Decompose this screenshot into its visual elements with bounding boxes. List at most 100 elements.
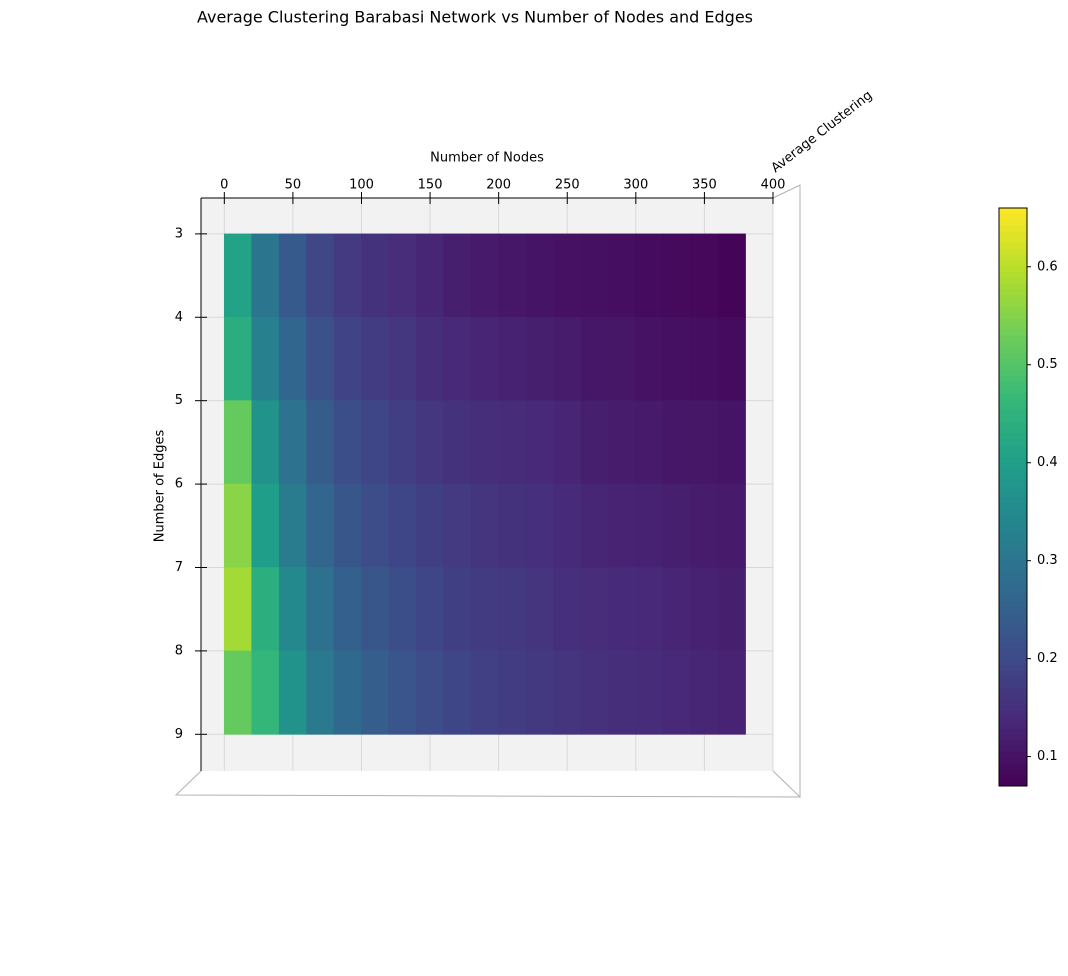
colorbar-swatch bbox=[999, 479, 1027, 486]
surface-cell bbox=[278, 567, 307, 652]
chart-title: Average Clustering Barabasi Network vs N… bbox=[197, 8, 753, 27]
surface-cell bbox=[608, 316, 637, 401]
colorbar-swatch bbox=[999, 416, 1027, 423]
colorbar-swatch bbox=[999, 231, 1027, 238]
surface-cell bbox=[470, 316, 499, 401]
surface-cell bbox=[224, 316, 253, 401]
colorbar-swatch bbox=[999, 739, 1027, 747]
colorbar-swatch bbox=[999, 404, 1027, 411]
surface-cell bbox=[251, 316, 280, 401]
colorbar-swatch bbox=[999, 300, 1027, 307]
surface-cell bbox=[470, 233, 499, 318]
colorbar-swatch bbox=[999, 491, 1027, 498]
surface-cell bbox=[278, 400, 307, 485]
colorbar-swatch bbox=[999, 236, 1027, 244]
surface-cell bbox=[580, 316, 609, 401]
pane-edges bbox=[174, 184, 801, 799]
colorbar-swatch bbox=[999, 676, 1027, 683]
colorbar-swatch bbox=[999, 352, 1027, 359]
colorbar-swatch bbox=[999, 508, 1027, 515]
surface-cell bbox=[662, 650, 691, 735]
surface-cell bbox=[553, 233, 582, 318]
surface-cell bbox=[498, 650, 527, 735]
colorbar-swatch bbox=[999, 653, 1027, 660]
surface-cell bbox=[498, 567, 527, 652]
surface-cell bbox=[416, 650, 445, 735]
surface-cell bbox=[443, 400, 472, 485]
colorbar-swatch bbox=[999, 525, 1027, 533]
surface-cell bbox=[361, 400, 390, 485]
colorbar-swatch bbox=[999, 208, 1027, 215]
colorbar-swatch bbox=[999, 681, 1027, 689]
surface-cell bbox=[635, 316, 664, 401]
colorbar-swatch bbox=[999, 468, 1027, 475]
surface-cell bbox=[333, 567, 362, 652]
surface-cell bbox=[251, 233, 280, 318]
surface-cell bbox=[361, 483, 390, 568]
x-tick-label: 300 bbox=[623, 178, 648, 193]
surface-cell bbox=[306, 483, 335, 568]
colorbar-swatch bbox=[999, 699, 1027, 706]
surface-cell bbox=[224, 567, 253, 652]
colorbar-swatch bbox=[999, 283, 1027, 290]
surface-cell bbox=[443, 650, 472, 735]
surface-cell bbox=[388, 483, 417, 568]
surface-cell bbox=[553, 483, 582, 568]
surface-cell bbox=[416, 400, 445, 485]
surface-cell bbox=[470, 650, 499, 735]
z-axis-label: Average Clustering bbox=[769, 88, 876, 176]
surface-cell bbox=[662, 567, 691, 652]
surface-cell bbox=[580, 400, 609, 485]
colorbar-swatch bbox=[999, 774, 1027, 781]
surface-cell bbox=[251, 567, 280, 652]
colorbar-swatch bbox=[999, 497, 1027, 504]
colorbar-swatch bbox=[999, 485, 1027, 492]
surface-cell bbox=[580, 650, 609, 735]
colorbar-swatch bbox=[999, 369, 1027, 377]
colorbar-swatch bbox=[999, 543, 1027, 550]
colorbar-swatch bbox=[999, 225, 1027, 232]
colorbar-swatch bbox=[999, 560, 1027, 567]
surface-cell bbox=[333, 400, 362, 485]
colorbar-swatch bbox=[999, 595, 1027, 602]
surface-cell bbox=[361, 567, 390, 652]
colorbar-swatch bbox=[999, 710, 1027, 718]
colorbar-swatch bbox=[999, 450, 1027, 458]
surface-cell bbox=[443, 233, 472, 318]
surface-cell bbox=[580, 233, 609, 318]
colorbar-swatch bbox=[999, 566, 1027, 573]
surface-cell bbox=[635, 400, 664, 485]
surface-cell bbox=[498, 316, 527, 401]
y-axis-label: Number of Edges bbox=[153, 430, 168, 543]
colorbar-swatch bbox=[999, 757, 1027, 764]
surface-cell bbox=[443, 567, 472, 652]
surface-cell bbox=[553, 316, 582, 401]
colorbar-swatch bbox=[999, 531, 1027, 538]
colorbar-swatch bbox=[999, 618, 1027, 625]
surface-cell bbox=[224, 483, 253, 568]
surface-cell bbox=[662, 400, 691, 485]
surface-cell bbox=[278, 483, 307, 568]
colorbar-swatch bbox=[999, 312, 1027, 319]
y-tick-label: 9 bbox=[175, 727, 183, 742]
surface-cell bbox=[608, 483, 637, 568]
surface-cell bbox=[608, 567, 637, 652]
surface-cell bbox=[278, 233, 307, 318]
surface-cell bbox=[443, 316, 472, 401]
colorbar-swatch bbox=[999, 433, 1027, 440]
y-tick-label: 4 bbox=[175, 310, 183, 325]
surface-cell bbox=[333, 650, 362, 735]
surface-cell bbox=[525, 567, 554, 652]
colorbar-swatch bbox=[999, 780, 1027, 787]
colorbar-swatch bbox=[999, 670, 1027, 677]
surface-cell bbox=[717, 567, 746, 652]
surface-cell bbox=[498, 233, 527, 318]
surface-cell bbox=[306, 400, 335, 485]
colorbar-swatch bbox=[999, 641, 1027, 648]
colorbar-swatch bbox=[999, 398, 1027, 406]
colorbar-swatch bbox=[999, 514, 1027, 521]
surface-cell bbox=[470, 400, 499, 485]
surface-cell bbox=[416, 316, 445, 401]
colorbar-swatch bbox=[999, 664, 1027, 671]
colorbar-swatch bbox=[999, 606, 1027, 614]
